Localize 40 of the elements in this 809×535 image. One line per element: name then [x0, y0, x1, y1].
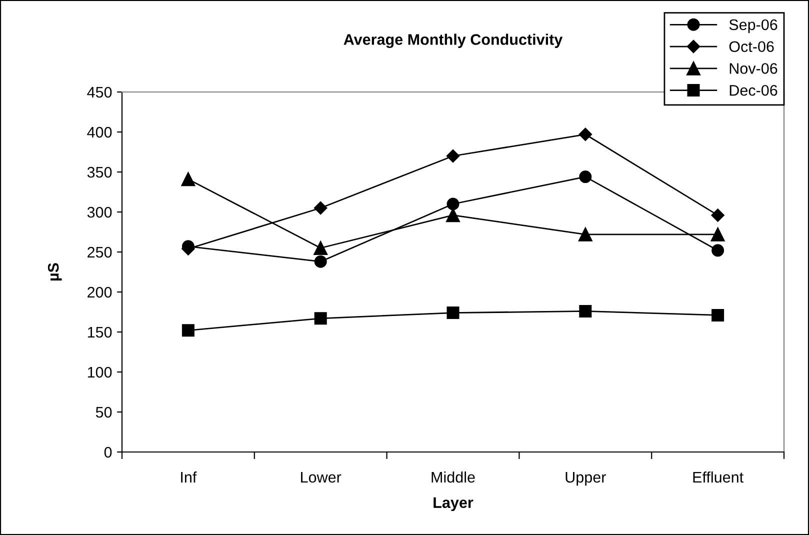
- y-tick-label: 50: [96, 406, 112, 418]
- x-tick-label: Lower: [301, 472, 342, 483]
- point: [182, 324, 194, 337]
- x-tick-label: Upper: [566, 472, 606, 486]
- y-tick-label: 400: [87, 126, 112, 138]
- y-tick-label: 250: [88, 246, 112, 258]
- point: [446, 306, 460, 320]
- point: [579, 170, 592, 184]
- y-tick-label: 100: [88, 366, 112, 378]
- point: [578, 128, 592, 141]
- point: [712, 244, 724, 257]
- legend-label: Nov-06: [730, 63, 778, 74]
- legend-label: Oct-06: [729, 41, 774, 52]
- y-tick-label: 350: [87, 166, 112, 178]
- x-axis-title: Layer: [434, 497, 474, 512]
- y-tick-label: 150: [88, 326, 112, 338]
- point: [446, 198, 460, 210]
- point: [314, 312, 327, 325]
- point: [579, 304, 592, 318]
- point: [446, 149, 460, 163]
- point: [314, 241, 328, 255]
- y-tick-label: 450: [87, 86, 112, 98]
- point: [446, 208, 460, 222]
- y-tick-label: 200: [88, 286, 112, 298]
- point: [314, 255, 327, 268]
- point: [578, 227, 592, 242]
- point: [710, 227, 725, 242]
- legend-label: Dec-06: [730, 84, 778, 96]
- y-tick-label: 300: [87, 206, 112, 218]
- point: [314, 201, 328, 215]
- x-tick-label: Middle: [432, 471, 475, 483]
- chart-title: Average Monthly Conductivity: [344, 34, 563, 48]
- x-tick-label: Inf: [181, 471, 197, 483]
- point: [711, 208, 724, 222]
- y-axis-title: µS: [48, 263, 62, 280]
- y-tick-label: 0: [104, 446, 112, 458]
- point: [712, 308, 724, 322]
- legend-label: Sep-06: [729, 19, 778, 34]
- point: [181, 172, 196, 186]
- x-tick-label: Effluent: [693, 471, 744, 483]
